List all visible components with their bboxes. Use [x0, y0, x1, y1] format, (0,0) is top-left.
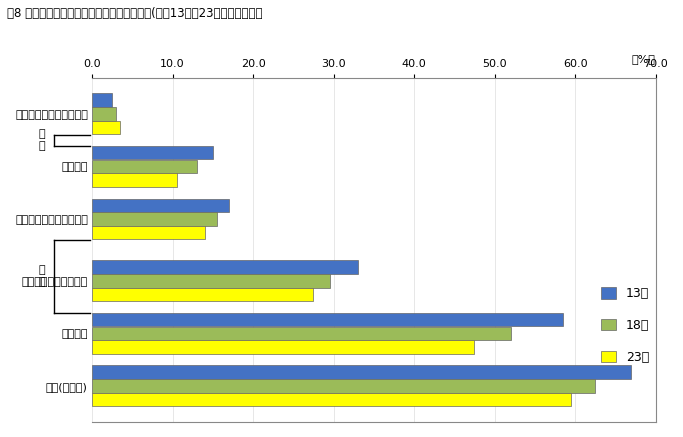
Text: 図8 「旅行・行楽」の種類別行動者率の推移(平成13年～23年）－京都府－: 図8 「旅行・行楽」の種類別行動者率の推移(平成13年～23年）－京都府－: [7, 7, 262, 20]
Bar: [92, 226, 205, 239]
Bar: [92, 107, 116, 121]
Bar: [92, 379, 596, 392]
Legend: 13年, 18年, 23年: 13年, 18年, 23年: [601, 288, 650, 364]
Bar: [92, 274, 330, 288]
Bar: [92, 288, 313, 301]
Bar: [92, 212, 217, 225]
Bar: [92, 340, 475, 354]
Bar: [92, 121, 120, 134]
Bar: [92, 94, 112, 107]
Bar: [92, 173, 177, 187]
Bar: [92, 260, 358, 274]
Text: （%）: （%）: [632, 54, 656, 64]
Text: 海
外: 海 外: [39, 129, 45, 151]
Bar: [92, 146, 213, 160]
Bar: [92, 198, 229, 212]
Bar: [92, 393, 571, 406]
Bar: [92, 327, 511, 340]
Bar: [92, 160, 197, 173]
Text: 国
内: 国 内: [39, 265, 45, 287]
Bar: [92, 313, 563, 326]
Bar: [92, 365, 632, 379]
